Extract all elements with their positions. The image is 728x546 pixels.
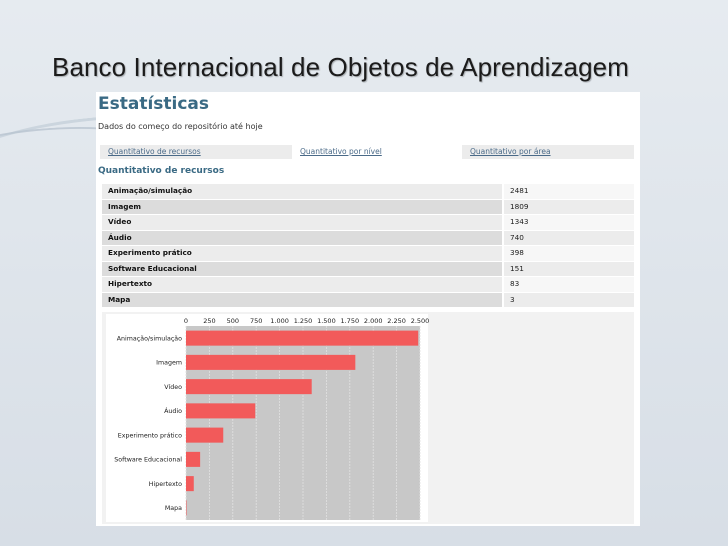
stat-value: 151 bbox=[504, 261, 634, 276]
bar-chart: 0 250 500 750 1.000 1.250 1.500 1.750 2.000 2.250… bbox=[106, 314, 430, 522]
table-row: Imagem 1809 bbox=[102, 199, 634, 214]
bar bbox=[186, 427, 224, 443]
category-label: Experimento prático bbox=[118, 431, 182, 439]
x-tick-label: 500 bbox=[227, 317, 239, 325]
category-label: Áudio bbox=[164, 406, 182, 415]
stat-label: Imagem bbox=[102, 199, 502, 214]
category-label: Mapa bbox=[165, 505, 182, 512]
x-tick-label: 1.000 bbox=[270, 317, 289, 325]
table-row: Áudio 740 bbox=[102, 230, 634, 245]
stat-value: 3 bbox=[504, 292, 634, 307]
x-tick-label: 1.250 bbox=[294, 317, 313, 325]
screenshot-panel: Estatísticas Dados do começo do repositó… bbox=[96, 92, 640, 526]
stat-value: 398 bbox=[504, 246, 634, 261]
stat-label: Vídeo bbox=[102, 215, 502, 230]
x-tick-label: 2.000 bbox=[364, 317, 383, 325]
category-label: Software Educacional bbox=[114, 457, 182, 464]
table-row: Experimento prático 398 bbox=[102, 246, 634, 261]
stats-table: Animação/simulação 2481 Imagem 1809 Víde… bbox=[102, 184, 634, 308]
x-tick-label: 0 bbox=[184, 317, 188, 325]
stat-label: Animação/simulação bbox=[102, 184, 502, 199]
bar bbox=[186, 354, 356, 370]
table-row: Software Educacional 151 bbox=[102, 261, 634, 276]
bar bbox=[186, 451, 201, 467]
x-tick-label: 750 bbox=[250, 317, 262, 325]
section-title: Quantitativo de recursos bbox=[98, 166, 225, 176]
stat-value: 740 bbox=[504, 230, 634, 245]
table-row: Hipertexto 83 bbox=[102, 277, 634, 292]
tab-quantitativo-recursos[interactable]: Quantitativo de recursos bbox=[100, 145, 292, 159]
x-tick-label: 1.500 bbox=[317, 317, 336, 325]
stat-value: 83 bbox=[504, 277, 634, 292]
stat-label: Experimento prático bbox=[102, 246, 502, 261]
x-tick-label: 1.750 bbox=[340, 317, 359, 325]
page-title: Estatísticas bbox=[98, 94, 210, 114]
table-row: Mapa 3 bbox=[102, 292, 634, 307]
x-tick-label: 250 bbox=[203, 317, 215, 325]
bar bbox=[186, 330, 419, 346]
category-label: Imagem bbox=[156, 360, 182, 367]
bar bbox=[186, 379, 312, 395]
page-subtitle: Dados do começo do repositório até hoje bbox=[98, 122, 263, 131]
stat-value: 1809 bbox=[504, 199, 634, 214]
stat-label: Hipertexto bbox=[102, 277, 502, 292]
slide-title: Banco Internacional de Objetos de Aprend… bbox=[52, 52, 629, 82]
category-label: Hipertexto bbox=[149, 481, 182, 488]
tab-quantitativo-area[interactable]: Quantitativo por área bbox=[462, 145, 634, 159]
chart-container: 0 250 500 750 1.000 1.250 1.500 1.750 2.000 2.250… bbox=[102, 312, 634, 524]
table-row: Animação/simulação 2481 bbox=[102, 184, 634, 199]
stat-label: Software Educacional bbox=[102, 261, 502, 276]
bar bbox=[186, 500, 187, 516]
stat-label: Mapa bbox=[102, 292, 502, 307]
category-label: Vídeo bbox=[164, 383, 182, 391]
tab-bar: Quantitativo de recursos Quantitativo po… bbox=[100, 145, 634, 159]
table-row: Vídeo 1343 bbox=[102, 215, 634, 230]
category-label: Animação/simulação bbox=[117, 335, 182, 342]
x-tick-label: 2.500 bbox=[411, 317, 430, 325]
stat-value: 2481 bbox=[504, 184, 634, 199]
stat-label: Áudio bbox=[102, 230, 502, 245]
x-tick-label: 2.250 bbox=[387, 317, 406, 325]
tab-quantitativo-nivel[interactable]: Quantitativo por nível bbox=[292, 145, 462, 159]
bar bbox=[186, 476, 194, 492]
bar bbox=[186, 403, 256, 419]
stat-value: 1343 bbox=[504, 215, 634, 230]
